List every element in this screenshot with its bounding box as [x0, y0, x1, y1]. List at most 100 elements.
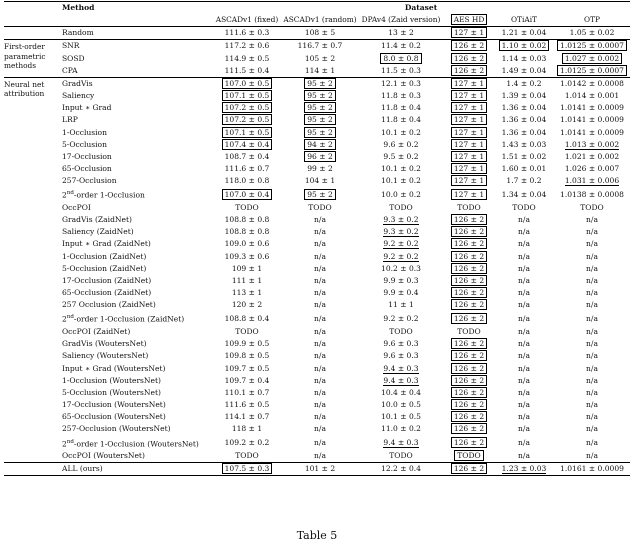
method-name: 2nd-order 1-Occlusion (ZaidNet): [62, 311, 212, 326]
value-text: 116.7 ± 0.7: [297, 41, 343, 51]
results-table: Method Dataset ASCADv1 (fixed) ASCADv1 (…: [4, 1, 631, 477]
value-cell: 95 ± 2: [282, 102, 358, 114]
value-text: 1.0138 ± 0.0008: [560, 189, 624, 199]
method-name: Input ∗ Grad (WoutersNet): [62, 363, 166, 373]
value-text: n/a: [314, 351, 326, 361]
value-text: 109.3 ± 0.6: [224, 251, 270, 261]
value-cell: 107.2 ± 0.5: [212, 114, 282, 126]
value-cell: 116.7 ± 0.7: [282, 39, 358, 53]
value-cell: 1.0141 ± 0.0009: [554, 127, 630, 139]
table-row: Neural net attribution GradVis 107.0 ± 0.5…: [4, 76, 631, 463]
value-text: 1.0141 ± 0.0009: [560, 103, 624, 113]
method-name-part: 2: [62, 439, 67, 449]
value-text: 127 ± 1: [450, 77, 488, 89]
value-text: TODO: [389, 327, 413, 337]
value-text: n/a: [586, 400, 598, 410]
value-text: 111.6 ± 0.7: [224, 164, 270, 174]
table-row: 65-Occlusion (ZaidNet) 113 ± 1 n/a 9.9 ± 0.…: [4, 287, 630, 299]
table-row: Input ∗ Grad (WoutersNet) 109.7 ± 0.5 n/a 9…: [4, 362, 630, 375]
value-text: n/a: [586, 251, 598, 261]
value-text: 10.4 ± 0.4: [381, 387, 421, 397]
value-text: 10.0 ± 0.2: [381, 189, 421, 199]
value-text: 108 ± 5: [304, 28, 336, 38]
value-cell: 127 ± 1: [444, 26, 494, 40]
method-name: 17-Occlusion (ZaidNet): [62, 275, 152, 285]
value-text: 108.8 ± 0.4: [224, 313, 270, 323]
value-cell: n/a: [282, 287, 358, 299]
value-text: 127 ± 1: [450, 126, 488, 138]
value-cell: 127 ± 1: [444, 150, 494, 163]
value-text: 109.8 ± 0.5: [224, 351, 270, 361]
value-text: n/a: [314, 263, 326, 273]
table-row: 257-Occlusion (WoutersNet) 118 ± 1 n/a 11.0…: [4, 423, 630, 435]
value-text: n/a: [586, 275, 598, 285]
value-text: 111 ± 1: [231, 275, 263, 285]
value-cell: 11.8 ± 0.4: [358, 114, 444, 126]
value-text: n/a: [586, 239, 598, 249]
value-text: 1.34 ± 0.04: [501, 189, 547, 199]
value-text: n/a: [518, 451, 530, 461]
value-text: n/a: [586, 339, 598, 349]
value-cell: 1.0125 ± 0.0007: [554, 64, 630, 78]
value-text: 1.031 ± 0.006: [564, 176, 620, 187]
value-text: n/a: [518, 375, 530, 385]
value-cell: 11.8 ± 0.4: [358, 102, 444, 114]
value-text: 1.0161 ± 0.0009: [560, 464, 624, 474]
value-cell: 1.51 ± 0.02: [494, 151, 554, 163]
value-text: 101 ± 2: [304, 464, 336, 474]
value-text: TODO: [457, 203, 481, 213]
value-cell: n/a: [554, 375, 630, 387]
header-row-2: ASCADv1 (fixed) ASCADv1 (random) DPAv4 (…: [4, 14, 630, 27]
value-cell: 1.013 ± 0.002: [554, 139, 630, 151]
value-cell: 1.23 ± 0.03: [494, 462, 554, 477]
value-text: n/a: [518, 251, 530, 261]
value-text: 114.9 ± 0.5: [224, 53, 270, 63]
value-cell: 114 ± 1: [282, 65, 358, 78]
row-group-label: Neural net attribution: [4, 76, 62, 463]
value-cell: 126 ± 2: [444, 52, 494, 65]
value-text: n/a: [586, 327, 598, 337]
table-row: 1-Occlusion (ZaidNet) 109.3 ± 0.6 n/a 9.2 ±…: [4, 250, 630, 263]
value-cell: n/a: [554, 326, 630, 338]
method-name: 65-Occlusion (WoutersNet): [62, 412, 166, 422]
table-row: 65-Occlusion 111.6 ± 0.7 99 ± 2 10.1 ± 0.2 1…: [4, 163, 630, 175]
value-cell: 107.1 ± 0.5: [212, 90, 282, 102]
value-cell: 108.8 ± 0.4: [212, 311, 282, 326]
value-cell: TODO: [212, 450, 282, 463]
value-text: n/a: [518, 437, 530, 447]
method-name: GradVis (ZaidNet): [62, 215, 132, 225]
value-cell: 126 ± 2: [444, 287, 494, 299]
value-cell: 1.031 ± 0.006: [554, 175, 630, 187]
dataset-col-header: ASCADv1 (random): [283, 15, 357, 25]
value-cell: 10.0 ± 0.5: [358, 399, 444, 411]
value-cell: 1.021 ± 0.002: [554, 151, 630, 163]
value-cell: 108 ± 5: [282, 26, 358, 40]
value-cell: n/a: [494, 311, 554, 326]
value-text: 108.8 ± 0.8: [224, 215, 270, 225]
value-text: 126 ± 2: [450, 423, 488, 435]
table-row: 1-Occlusion (WoutersNet) 109.7 ± 0.4 n/a 9.…: [4, 374, 630, 387]
value-text: 1.0125 ± 0.0007: [557, 64, 627, 76]
value-cell: n/a: [554, 226, 630, 238]
value-cell: TODO: [554, 202, 630, 214]
table-row: GradVis (ZaidNet) 108.8 ± 0.8 n/a 9.3 ± 0.2…: [4, 214, 630, 226]
value-cell: 109.8 ± 0.5: [212, 350, 282, 362]
method-name-sup: nd: [66, 190, 74, 197]
table-row: Input ∗ Grad 107.2 ± 0.5 95 ± 2 11.8 ± 0.4 1…: [4, 102, 630, 114]
value-text: 113 ± 1: [231, 288, 263, 298]
value-text: 9.5 ± 0.2: [383, 151, 419, 161]
value-cell: n/a: [494, 363, 554, 375]
value-cell: n/a: [494, 387, 554, 399]
value-text: 127 ± 1: [450, 114, 488, 126]
value-cell: n/a: [282, 363, 358, 375]
value-text: 1.14 ± 0.03: [501, 53, 547, 63]
method-name: 5-Occlusion (ZaidNet): [62, 263, 147, 273]
value-cell: 126 ± 2: [444, 399, 494, 411]
value-cell: 111.6 ± 0.5: [212, 399, 282, 411]
value-cell: n/a: [282, 350, 358, 362]
value-text: 1.21 ± 0.04: [501, 28, 547, 38]
value-cell: n/a: [494, 238, 554, 250]
value-cell: 104 ± 1: [282, 175, 358, 187]
row-group-label: First-order parametric methods: [4, 39, 62, 78]
table-row: 257-Occlusion 118.0 ± 0.8 104 ± 1 10.1 ± 0.…: [4, 175, 630, 187]
